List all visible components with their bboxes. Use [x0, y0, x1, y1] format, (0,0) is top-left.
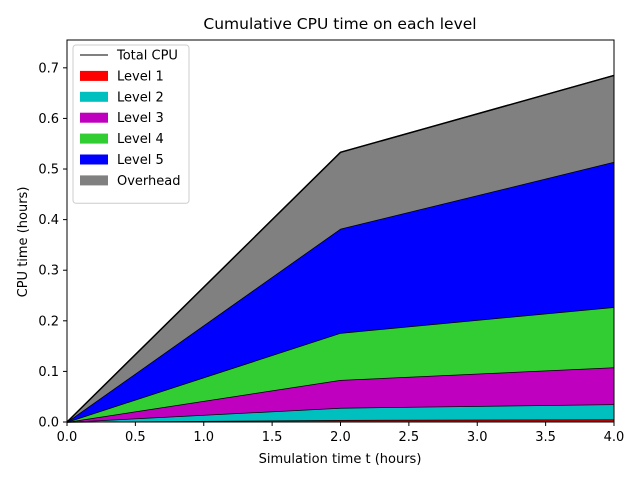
legend-label-total-cpu: Total CPU: [116, 49, 178, 64]
area-level-4: [67, 307, 614, 422]
y-tick-label: 0.3: [38, 264, 59, 279]
legend-label-level-3: Level 3: [117, 111, 164, 126]
legend-label-level-4: Level 4: [117, 132, 164, 147]
area-overhead: [67, 75, 614, 422]
legend-label-level-2: Level 2: [117, 90, 164, 105]
legend-swatch-level-3: [80, 112, 108, 123]
legend-swatch-overhead: [80, 175, 108, 186]
x-tick-label: 3.0: [467, 430, 488, 445]
legend-label-level-5: Level 5: [117, 153, 164, 168]
legend: Total CPU Level 1 Level 2 Level 3 Level 4 Lev…: [72, 44, 190, 204]
x-tick-label: 4.0: [604, 430, 625, 445]
x-tick-label: 1.5: [262, 430, 283, 445]
total-cpu-line: [66, 74, 615, 423]
x-tick-label: 0.0: [57, 430, 78, 445]
x-tick-label: 2.5: [399, 430, 420, 445]
y-tick-label: 0.6: [38, 112, 59, 127]
x-tick-label: 3.5: [535, 430, 556, 445]
area-level-2: [67, 404, 614, 422]
y-axis-label: CPU time (hours): [16, 187, 31, 298]
legend-swatch-level-2: [80, 91, 108, 102]
legend-swatch-level-4: [80, 133, 108, 144]
legend-swatch-level-1: [80, 70, 108, 81]
legend-label-overhead: Overhead: [117, 174, 181, 189]
x-tick-label: 2.0: [330, 430, 351, 445]
y-tick-label: 0.1: [38, 365, 59, 380]
x-tick-label: 1.0: [193, 430, 214, 445]
area-level-5: [67, 161, 614, 423]
axes: 0.0 0.5 1.0 1.5 2.0 2.5 3.0 3.5 4.0 0.0 0.1 0.2 0.3 0…: [38, 39, 625, 445]
legend-swatch-level-5: [80, 154, 108, 165]
chart-title: Cumulative CPU time on each level: [203, 15, 476, 33]
plot-area: [66, 74, 615, 423]
x-axis-label: Simulation time t (hours): [259, 452, 422, 467]
x-tick-label: 0.5: [125, 430, 146, 445]
y-tick-label: 0.5: [38, 163, 59, 178]
y-tick-label: 0.4: [38, 213, 59, 228]
y-tick-label: 0.0: [38, 416, 59, 431]
legend-label-level-1: Level 1: [117, 69, 164, 84]
y-tick-label: 0.7: [38, 61, 59, 76]
y-tick-label: 0.2: [38, 314, 59, 329]
area-level-3: [67, 367, 614, 422]
